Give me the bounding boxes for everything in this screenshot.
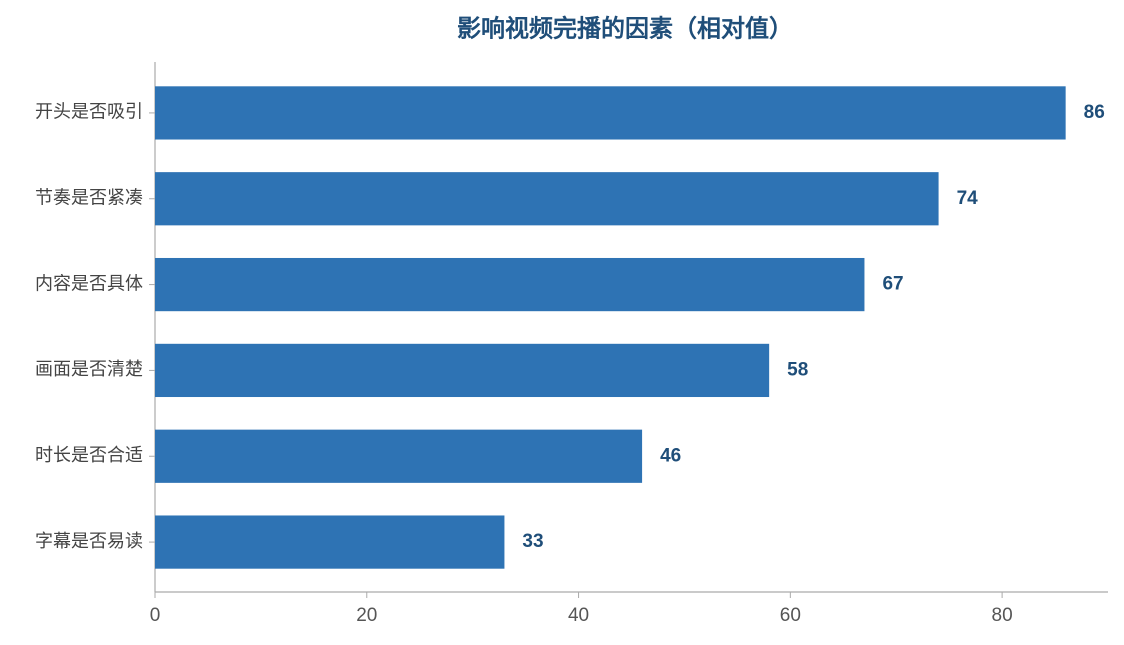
value-label: 86	[1084, 102, 1105, 123]
bar	[155, 172, 939, 226]
value-label: 58	[787, 359, 808, 380]
y-tick-label: 节奏是否紧凑	[35, 188, 143, 208]
bar	[155, 343, 770, 398]
y-tick-label: 时长是否合适	[35, 445, 143, 465]
x-tick-label: 0	[150, 605, 161, 626]
x-tick-label: 40	[568, 605, 589, 626]
y-tick-label: 画面是否清楚	[35, 359, 143, 379]
x-tick-label: 80	[992, 605, 1013, 626]
y-tick-label: 字幕是否易读	[35, 531, 143, 551]
x-tick-label: 60	[780, 605, 801, 626]
value-label: 67	[882, 274, 903, 295]
y-tick-label: 开头是否吸引	[35, 102, 143, 122]
value-label: 74	[957, 188, 979, 209]
x-tick-label: 20	[356, 605, 377, 626]
y-tick-label: 内容是否具体	[35, 273, 143, 293]
bar	[155, 86, 1066, 140]
bar	[155, 515, 505, 569]
chart-title: 影响视频完播的因素（相对值）	[457, 14, 793, 42]
bar	[155, 257, 865, 312]
bar	[155, 429, 643, 483]
value-label: 33	[522, 531, 543, 552]
value-label: 46	[660, 445, 681, 466]
